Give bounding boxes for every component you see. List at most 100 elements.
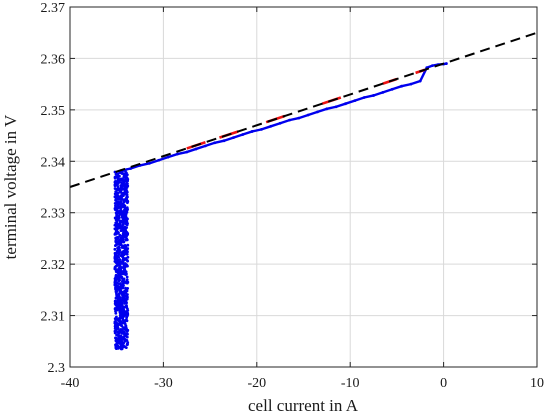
measurement-point — [120, 181, 123, 185]
measurement-point — [353, 99, 357, 102]
measurement-point — [194, 147, 198, 151]
measurement-point — [113, 187, 117, 190]
measurement-point — [126, 195, 129, 199]
x-tick-label: -30 — [154, 376, 173, 391]
grid — [69, 6, 538, 368]
measurement-point — [125, 304, 128, 307]
ticks: -40 -30 -20 -10 0 10 2.3 2.31 2.32 2.33 2.34 2.35 2.… — [41, 1, 545, 391]
measurement-point — [185, 150, 189, 154]
measurement-trace — [119, 62, 448, 172]
measurement-point — [381, 90, 385, 94]
measurement-point — [126, 247, 130, 250]
measurement-point — [125, 278, 129, 282]
measurement-point — [119, 199, 123, 203]
measurement-point — [306, 113, 310, 117]
measurement-point — [114, 311, 118, 315]
measurement-point — [129, 167, 133, 170]
measurement-point — [114, 204, 117, 208]
x-tick-label: -10 — [341, 376, 360, 391]
measurement-point — [222, 139, 226, 143]
measurement-point — [126, 243, 130, 247]
measurement-point — [204, 144, 207, 148]
measurement-point — [418, 79, 422, 83]
measurement-point — [213, 141, 217, 145]
measurement-point — [400, 84, 403, 88]
measurement-point — [126, 287, 130, 290]
x-axis-label: cell current in A — [248, 396, 359, 415]
measurement-point — [157, 158, 161, 162]
measurement-point — [114, 273, 118, 277]
measurement-point — [113, 247, 117, 251]
y-tick-label: 2.3 — [48, 361, 66, 376]
y-axis-label: terminal voltage in V — [1, 114, 20, 259]
x-tick-label: -40 — [61, 376, 80, 391]
y-tick-label: 2.33 — [41, 207, 66, 222]
measurement-point — [118, 258, 122, 261]
measurement-point — [113, 259, 117, 263]
measurement-point — [445, 62, 448, 65]
measurement-point — [362, 96, 366, 99]
measurement-point — [269, 124, 273, 128]
y-tick-label: 2.36 — [41, 52, 66, 67]
measurement-point — [325, 107, 329, 111]
measurement-point — [121, 177, 124, 181]
x-tick-label: -20 — [247, 376, 266, 391]
x-tick-label: 10 — [530, 376, 544, 391]
measurement-line — [121, 62, 447, 172]
y-tick-label: 2.32 — [41, 258, 66, 273]
measurement-point — [260, 127, 263, 131]
measurement-point — [116, 184, 120, 188]
measurement-point — [123, 262, 127, 265]
measurement-point — [116, 178, 120, 182]
measurement-point — [119, 328, 123, 331]
x-tick-label: 0 — [440, 376, 447, 391]
measurement-point — [166, 155, 170, 159]
y-tick-label: 2.34 — [41, 155, 66, 170]
measurement-point — [250, 130, 254, 133]
measurement-point — [334, 105, 338, 109]
measurement-point — [372, 94, 375, 97]
measurement-point — [119, 209, 123, 212]
measurement-point — [117, 245, 121, 249]
measurement-point — [117, 214, 121, 218]
measurement-point — [125, 275, 129, 279]
measurement-point — [126, 255, 130, 259]
measurement-point — [147, 161, 151, 165]
measurement-point — [119, 334, 122, 338]
measurement-point — [122, 277, 126, 281]
measurement-point — [113, 175, 117, 179]
measurement-point — [430, 64, 434, 68]
measurement-point — [115, 235, 119, 239]
measurement-point — [118, 233, 122, 237]
y-tick-label: 2.37 — [41, 1, 66, 16]
measurement-point — [123, 225, 127, 229]
measurement-point — [124, 286, 127, 290]
measurement-point — [390, 87, 394, 91]
measurement-point — [114, 336, 117, 340]
measurement-point — [316, 110, 319, 114]
measurement-point — [119, 282, 122, 285]
measurement-point — [115, 281, 119, 285]
measurement-point — [123, 322, 127, 326]
measurement-point — [344, 102, 347, 106]
measurement-point — [114, 180, 117, 183]
measurement-point — [123, 243, 127, 247]
measurement-point — [288, 118, 291, 122]
measurement-point — [241, 133, 245, 136]
measurement-cluster — [113, 170, 130, 351]
y-tick-label: 2.31 — [41, 310, 66, 325]
measurement-point — [409, 82, 413, 86]
measurement-point — [278, 121, 282, 125]
measurement-point — [297, 116, 301, 120]
measurement-point — [120, 275, 124, 279]
measurement-point — [125, 206, 129, 210]
plot-area — [69, 31, 538, 351]
y-tick-label: 2.35 — [41, 104, 66, 119]
axes-frame — [69, 6, 538, 368]
measurement-point — [176, 152, 179, 156]
fit-line — [69, 31, 538, 188]
measurement-point — [232, 136, 235, 140]
measurement-point — [115, 315, 118, 319]
measurement-point — [113, 299, 117, 303]
